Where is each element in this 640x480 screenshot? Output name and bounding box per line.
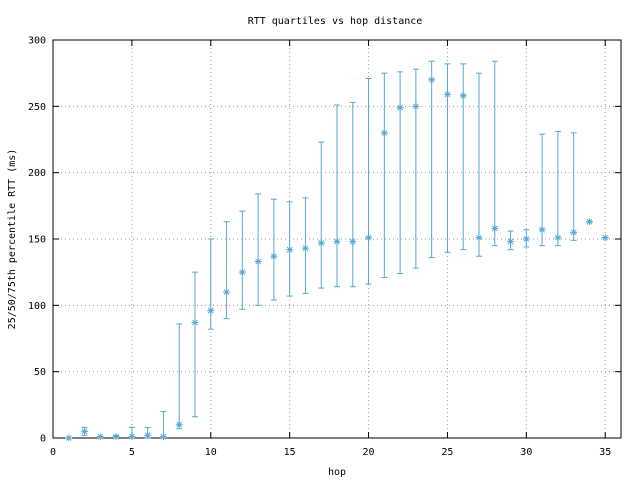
median-marker [538,226,546,234]
hop-14-point [270,198,278,301]
hop-7-point [159,410,167,441]
y-tick-label: 200 [28,168,46,179]
y-axis-label: 25/50/75th percentile RTT (ms) [7,149,18,330]
hop-24-point [428,60,436,259]
median-marker [317,239,325,247]
median-marker [554,234,562,242]
median-marker [191,319,199,327]
x-tick-label: 10 [205,447,217,458]
median-marker [333,238,341,246]
median-marker [238,268,246,276]
median-marker [601,234,609,242]
hop-12-point [238,210,246,310]
y-tick-label: 0 [40,434,46,445]
hop-32-point [554,131,562,247]
hop-35-point [601,234,609,242]
median-marker [207,307,215,315]
median-marker [159,433,167,441]
median-marker [475,234,483,242]
median-marker [522,235,530,243]
median-marker [443,90,451,98]
median-marker [570,228,578,236]
hop-17-point [317,141,325,289]
hop-5-point [128,426,136,441]
hop-16-point [301,197,309,294]
x-tick-label: 30 [520,447,532,458]
median-marker [349,238,357,246]
hop-9-point [191,271,199,418]
median-marker [459,92,467,100]
median-marker [175,421,183,429]
median-marker [96,433,104,441]
chart-title: RTT quartiles vs hop distance [248,16,423,27]
hop-1-point [65,434,73,442]
median-marker [380,129,388,137]
hop-30-point [522,229,530,248]
x-tick-label: 20 [363,447,375,458]
hop-29-point [507,230,515,251]
hop-15-point [286,201,294,297]
y-tick-label: 150 [28,235,46,246]
hop-2-point [81,426,89,436]
median-marker [286,246,294,254]
hop-8-point [175,323,183,430]
median-marker [507,238,515,246]
hop-3-point [96,433,104,441]
hop-21-point [380,72,388,278]
median-marker [223,288,231,296]
x-tick-label: 0 [50,447,56,458]
hop-13-point [254,193,262,306]
hop-31-point [538,133,546,247]
median-marker [254,258,262,266]
median-marker [81,427,89,435]
median-marker [428,76,436,84]
median-marker [270,252,278,260]
x-tick-label: 5 [129,447,135,458]
hop-6-point [144,426,152,439]
data-marks [65,60,609,442]
hop-25-point [443,63,451,253]
hop-27-point [475,72,483,257]
median-marker [112,433,120,441]
median-marker [412,102,420,110]
hop-34-point [585,218,593,226]
y-tick-label: 100 [28,301,46,312]
median-marker [491,224,499,232]
x-tick-label: 15 [284,447,296,458]
hop-4-point [112,433,120,441]
hop-10-point [207,238,215,330]
hop-18-point [333,104,341,288]
median-marker [585,218,593,226]
y-tick-label: 250 [28,102,46,113]
median-marker [144,431,152,439]
axis-ticks: 0 50 100 150 200 250 300 0 5 10 15 20 25 30 35 [28,36,621,458]
median-marker [365,234,373,242]
hop-11-point [223,221,231,320]
median-marker [128,433,136,441]
y-tick-label: 50 [34,367,46,378]
hop-26-point [459,63,467,251]
median-marker [65,434,73,442]
x-axis-label: hop [328,467,346,478]
hop-22-point [396,71,404,274]
hop-28-point [491,60,499,247]
x-tick-label: 35 [599,447,611,458]
hop-19-point [349,101,357,288]
x-tick-label: 25 [441,447,453,458]
y-tick-label: 300 [28,36,46,47]
median-marker [301,244,309,252]
hop-20-point [365,77,373,285]
median-marker [396,104,404,112]
hop-23-point [412,68,420,269]
hop-33-point [570,132,578,241]
